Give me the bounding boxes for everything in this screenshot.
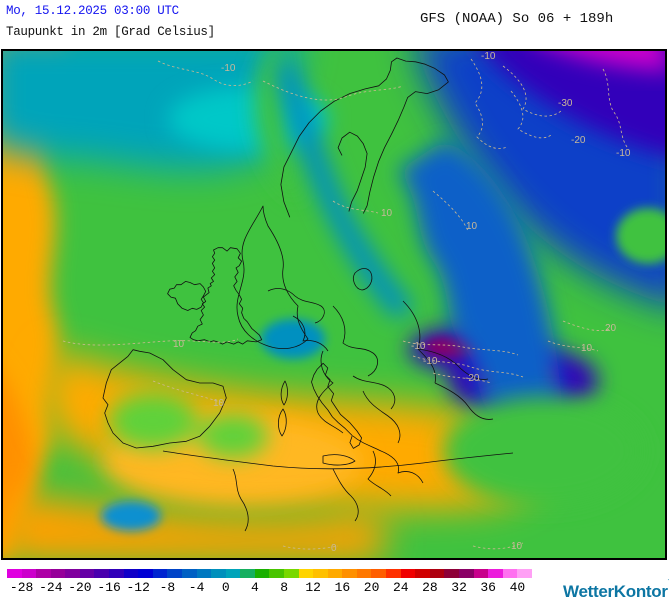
svg-text:10: 10 — [466, 221, 478, 232]
svg-text:10: 10 — [173, 339, 185, 350]
svg-text:-10: -10 — [481, 51, 496, 62]
svg-text:-20: -20 — [571, 135, 586, 146]
svg-text:10: 10 — [213, 398, 225, 409]
svg-text:10: 10 — [381, 208, 393, 219]
svg-text:10: 10 — [511, 541, 523, 552]
svg-text:0: 0 — [331, 543, 337, 554]
svg-text:-10: -10 — [423, 356, 438, 367]
svg-text:-10: -10 — [411, 341, 426, 352]
svg-text:-30: -30 — [558, 98, 573, 109]
svg-text:-20: -20 — [465, 373, 480, 384]
svg-text:20: 20 — [605, 323, 617, 334]
svg-text:-10: -10 — [616, 148, 631, 159]
svg-text:-10: -10 — [221, 63, 236, 74]
svg-text:10: 10 — [581, 343, 593, 354]
